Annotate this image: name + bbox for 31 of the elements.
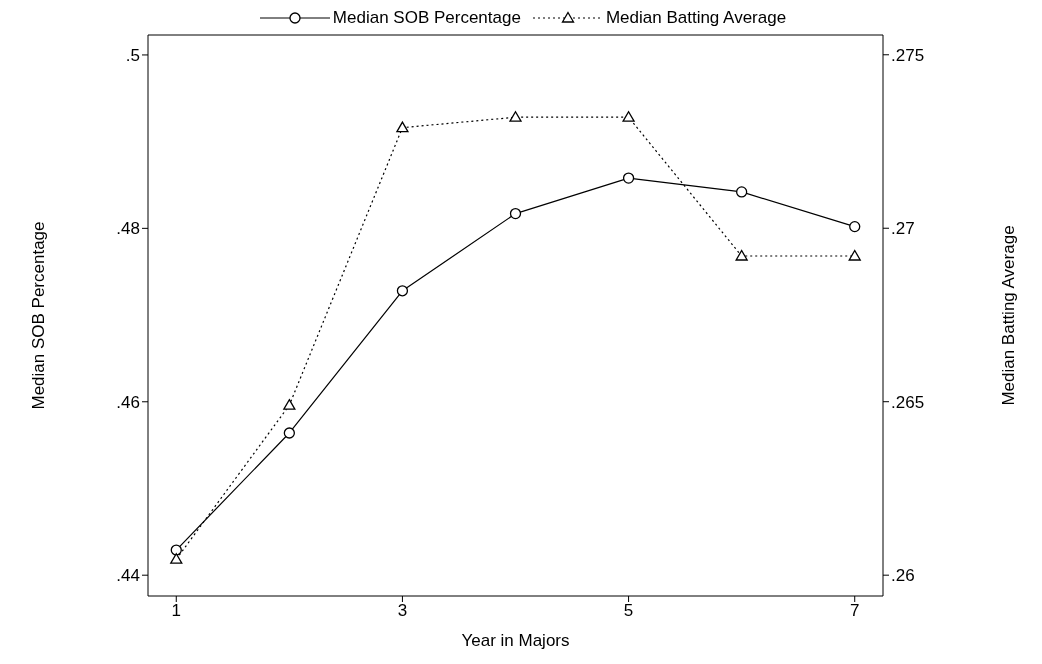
x-axis-title: Year in Majors	[461, 631, 570, 650]
point	[170, 553, 183, 564]
point	[396, 121, 409, 133]
y-tick-label: .5	[125, 45, 140, 65]
x-tick-label: 7	[850, 601, 860, 621]
point	[283, 427, 295, 439]
y-tick-label: .48	[116, 219, 140, 239]
point	[622, 111, 635, 122]
point	[849, 220, 861, 233]
y-tick-label: .46	[116, 392, 140, 412]
y2-tick-label: .275	[891, 45, 925, 65]
y2-tick-label: .265	[891, 392, 925, 412]
y-tick-label: .44	[116, 566, 140, 586]
x-tick-label: 3	[397, 601, 408, 621]
y2-tick-label: .26	[891, 566, 915, 586]
x-tick-label: 5	[623, 601, 634, 621]
point	[509, 111, 522, 122]
point	[283, 399, 296, 410]
point	[622, 172, 635, 184]
y2-axis-title: Median Batting Average	[999, 225, 1019, 406]
x-tick-label: 1	[171, 601, 181, 621]
y2-tick-label: .27	[891, 219, 915, 239]
legend-label: Median Batting Average	[605, 8, 787, 28]
point	[170, 544, 182, 556]
point	[509, 207, 522, 220]
point	[848, 249, 861, 261]
point	[736, 186, 748, 198]
legend-label: Median SOB Percentage	[332, 8, 521, 28]
y-axis-title: Median SOB Percentage	[29, 221, 49, 410]
point	[396, 285, 409, 297]
point	[735, 249, 748, 261]
